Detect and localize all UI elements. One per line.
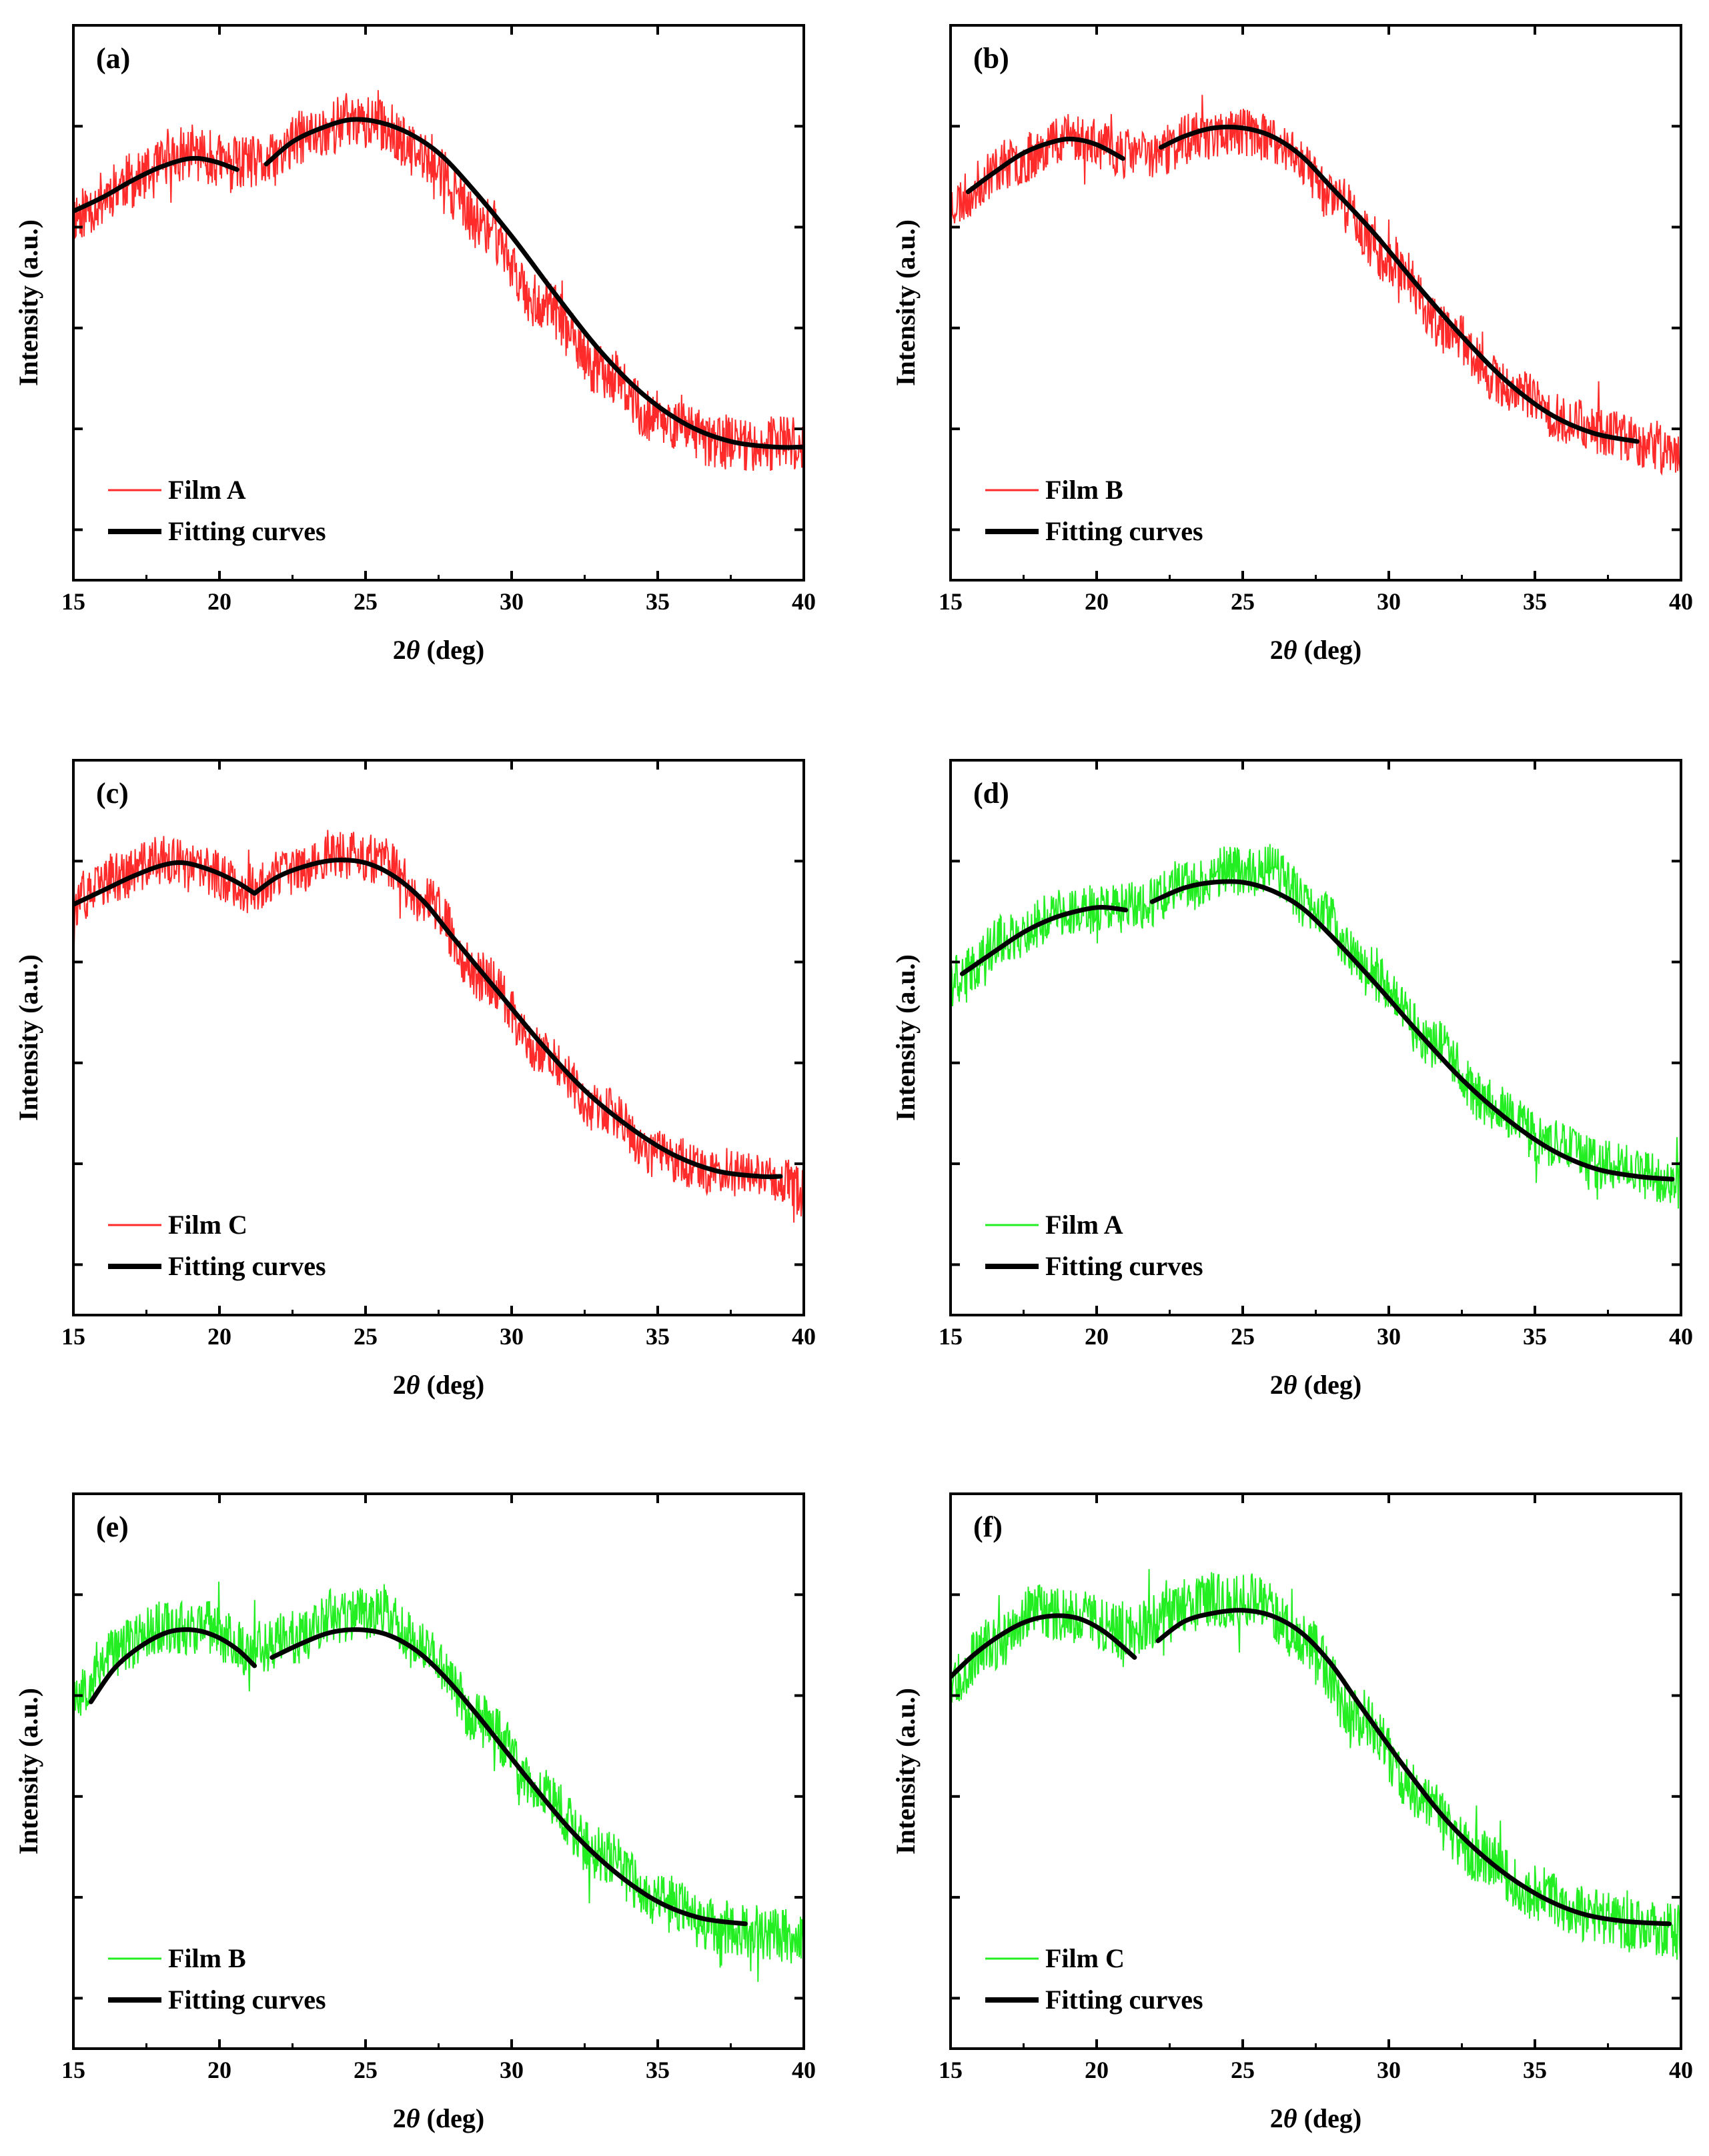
- x-tick-label: 15: [939, 588, 963, 615]
- x-tick-label: 25: [354, 1323, 378, 1350]
- panel-label: (a): [96, 42, 130, 75]
- legend-label-measured: Film C: [168, 1210, 247, 1240]
- x-axis-title: 2θ (deg): [393, 1370, 484, 1400]
- fitting-curve-segment-1: [965, 136, 1125, 195]
- panel-e: 15 20 25 30 35 40 (e) 2θ (deg) Intensity (a.u.) F…: [13, 1492, 816, 2133]
- fitting-curve-segment-2: [263, 117, 804, 450]
- y-axis-title: Intensity (a.u.): [891, 1688, 921, 1855]
- x-axis-title: 2θ (deg): [393, 635, 484, 665]
- legend: Film B Fitting curves: [108, 1943, 326, 2015]
- legend: Film A Fitting curves: [985, 1210, 1203, 1281]
- x-tick-label: 20: [207, 2057, 231, 2083]
- x-tick-label: 30: [1377, 2057, 1401, 2083]
- y-axis-title: Intensity (a.u.): [891, 954, 921, 1121]
- x-tick-label: 30: [1377, 1323, 1401, 1350]
- panel-label: (c): [96, 777, 129, 810]
- x-tick-label: 35: [646, 2057, 670, 2083]
- panel-label: (d): [973, 777, 1009, 810]
- legend-label-fit: Fitting curves: [168, 516, 326, 546]
- panel-a: 15 20 25 30 35 40 (a) 2θ (deg) Intensity (a.u.) F…: [13, 24, 816, 665]
- x-tick-label: 20: [1085, 2057, 1109, 2083]
- x-tick-label: 25: [1231, 2057, 1255, 2083]
- fitting-curve-segment-2: [1149, 879, 1675, 1182]
- legend: Film B Fitting curves: [985, 475, 1203, 546]
- panel-f: 15 20 25 30 35 40 (f) 2θ (deg) Intensity (a.u.) F…: [891, 1492, 1693, 2133]
- measured-series-line: [73, 1581, 804, 1982]
- x-axis-title: 2θ (deg): [1270, 635, 1361, 665]
- fitting-curve-segment-2: [269, 1627, 748, 1927]
- panel-label: (f): [973, 1510, 1003, 1543]
- x-tick-label: 25: [1231, 588, 1255, 615]
- x-tick-label: 30: [500, 1323, 524, 1350]
- x-tick-label: 35: [1523, 2057, 1547, 2083]
- fitting-curve-segment-1: [960, 904, 1129, 976]
- fitting-curve-segment-1: [73, 860, 257, 907]
- y-axis-title: Intensity (a.u.): [13, 1688, 43, 1855]
- x-tick-label: 35: [646, 1323, 670, 1350]
- legend-label-fit: Fitting curves: [1045, 1251, 1203, 1281]
- x-axis-title: 2θ (deg): [1270, 2103, 1361, 2133]
- x-tick-label: 20: [207, 588, 231, 615]
- x-axis-title: 2θ (deg): [1270, 1370, 1361, 1400]
- y-axis-title: Intensity (a.u.): [891, 219, 921, 386]
- legend-label-measured: Film B: [1045, 475, 1123, 505]
- x-tick-label: 25: [354, 2057, 378, 2083]
- legend-label-measured: Film A: [1045, 1210, 1123, 1240]
- x-tick-label: 40: [792, 1323, 816, 1350]
- x-tick-label: 20: [1085, 588, 1109, 615]
- measured-series-line: [951, 844, 1681, 1209]
- measured-series-line: [73, 830, 804, 1223]
- panel-b: 15 20 25 30 35 40 (b) 2θ (deg) Intensity (a.u.) F…: [891, 24, 1693, 665]
- x-tick-label: 15: [939, 1323, 963, 1350]
- x-tick-label: 40: [1669, 1323, 1693, 1350]
- x-tick-label: 35: [1523, 1323, 1547, 1350]
- panel-label: (b): [973, 42, 1009, 75]
- fitting-curve-segment-2: [1155, 1608, 1672, 1927]
- fitting-curve-segment-1: [73, 155, 239, 214]
- y-axis-title: Intensity (a.u.): [13, 219, 43, 386]
- legend-label-measured: Film A: [168, 475, 246, 505]
- x-tick-label: 25: [354, 588, 378, 615]
- x-tick-label: 25: [1231, 1323, 1255, 1350]
- x-axis-title: 2θ (deg): [393, 2103, 484, 2133]
- x-tick-label: 15: [61, 1323, 85, 1350]
- x-tick-label: 30: [1377, 588, 1401, 615]
- x-tick-label: 40: [792, 588, 816, 615]
- fitting-curve-segment-2: [252, 858, 783, 1180]
- fitting-curve-segment-1: [951, 1613, 1137, 1680]
- measured-series-line: [951, 1568, 1681, 1960]
- legend: Film A Fitting curves: [108, 475, 326, 546]
- legend: Film C Fitting curves: [108, 1210, 326, 1281]
- legend-label-fit: Fitting curves: [1045, 516, 1203, 546]
- legend-label-fit: Fitting curves: [1045, 1985, 1203, 2015]
- x-tick-label: 15: [939, 2057, 963, 2083]
- x-tick-label: 20: [207, 1323, 231, 1350]
- panel-label: (e): [96, 1510, 129, 1543]
- measured-series-line: [951, 95, 1681, 476]
- fitting-curve-segment-1: [88, 1627, 257, 1705]
- x-tick-label: 30: [500, 588, 524, 615]
- legend-label-fit: Fitting curves: [168, 1985, 326, 2015]
- x-tick-label: 15: [61, 2057, 85, 2083]
- x-tick-label: 20: [1085, 1323, 1109, 1350]
- x-tick-label: 15: [61, 588, 85, 615]
- x-tick-label: 40: [1669, 588, 1693, 615]
- legend-label-measured: Film B: [168, 1943, 246, 1973]
- legend: Film C Fitting curves: [985, 1943, 1203, 2015]
- panel-c: 15 20 25 30 35 40 (c) 2θ (deg) Intensity (a.u.) F…: [13, 759, 816, 1400]
- x-tick-label: 35: [646, 588, 670, 615]
- x-tick-label: 30: [500, 2057, 524, 2083]
- fitting-curve-segment-2: [1158, 124, 1640, 444]
- x-tick-label: 40: [792, 2057, 816, 2083]
- y-axis-title: Intensity (a.u.): [13, 954, 43, 1121]
- x-tick-label: 35: [1523, 588, 1547, 615]
- measured-series-line: [73, 90, 804, 471]
- x-tick-label: 40: [1669, 2057, 1693, 2083]
- legend-label-fit: Fitting curves: [168, 1251, 326, 1281]
- legend-label-measured: Film C: [1045, 1943, 1125, 1973]
- panel-d: 15 20 25 30 35 40 (d) 2θ (deg) Intensity (a.u.) F…: [891, 759, 1693, 1400]
